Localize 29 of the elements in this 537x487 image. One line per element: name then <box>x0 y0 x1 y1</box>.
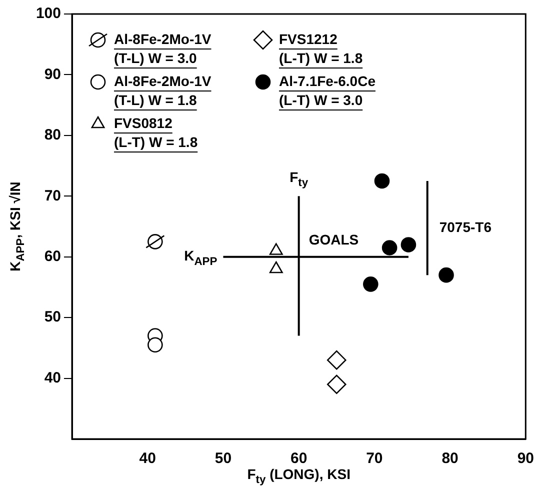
y-axis-title: KAPP, KSI √IN <box>6 182 27 272</box>
legend-label: Al-8Fe-2Mo-1V (T-L) W = 1.8 <box>114 72 212 108</box>
point <box>400 237 416 252</box>
point <box>326 374 346 394</box>
x-tick-label: 80 <box>442 450 458 468</box>
y-tick-label: 60 <box>44 248 61 265</box>
point <box>148 337 163 353</box>
x-tick-label: 60 <box>290 450 308 468</box>
y-tick-label: 40 <box>44 369 61 386</box>
y-tick-label: 100 <box>36 5 61 22</box>
y-tick-label: 70 <box>44 187 61 204</box>
x-tick-label: 90 <box>517 450 534 468</box>
point <box>382 240 398 256</box>
x-tick-label: 40 <box>139 450 156 468</box>
y-tick-label: 80 <box>44 126 61 144</box>
annotation: 7075-T6 <box>439 218 492 235</box>
legend-label: FVS0812 (L-T) W = 1.8 <box>114 114 198 150</box>
point <box>326 350 346 370</box>
x-tick-label: 50 <box>214 450 232 468</box>
legend-label: Al-7.1Fe-6.0Ce (L-T) W = 3.0 <box>279 72 376 108</box>
y-tick-label: 50 <box>44 308 61 326</box>
point <box>363 276 378 292</box>
point <box>374 173 390 189</box>
legend-label: FVS1212 (L-T) W = 1.8 <box>279 30 363 66</box>
x-tick-label: 70 <box>366 450 383 468</box>
legend-label: Al-8Fe-2Mo-1V (T-L) W = 3.0 <box>114 30 212 66</box>
point <box>438 267 454 283</box>
y-tick-label: 90 <box>44 66 61 83</box>
annotation: GOALS <box>308 232 359 248</box>
